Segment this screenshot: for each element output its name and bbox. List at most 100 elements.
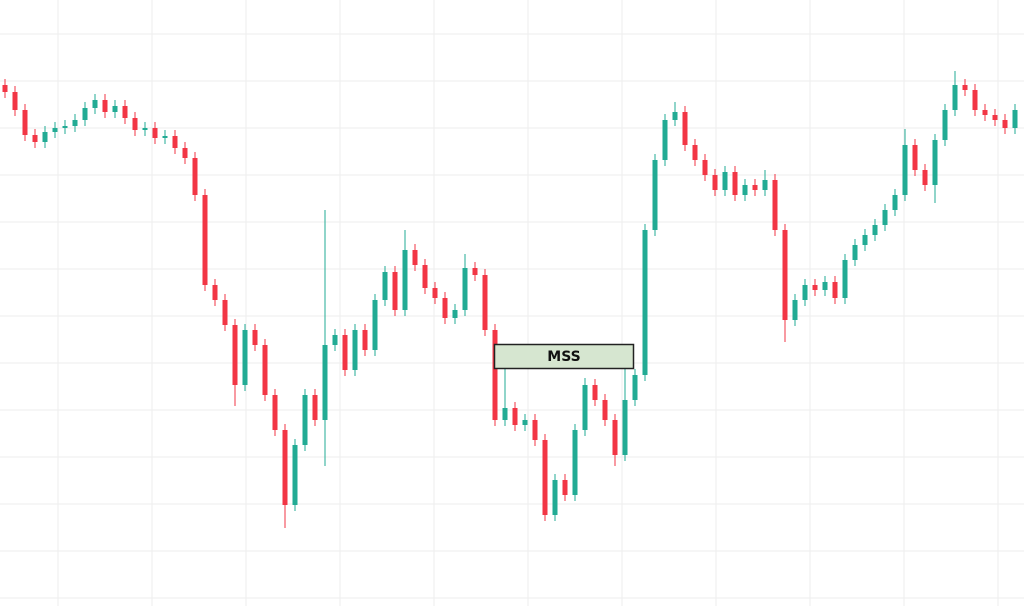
candle-body — [492, 330, 498, 420]
candle-body — [272, 395, 278, 430]
candle-body — [462, 268, 468, 310]
candle-body — [712, 175, 718, 190]
candle-body — [522, 420, 528, 425]
candle-body — [772, 180, 778, 230]
candle-body — [862, 235, 868, 245]
candle-body — [42, 132, 48, 142]
candle-body — [542, 440, 548, 515]
candle-body — [502, 408, 508, 420]
candle-body — [742, 185, 748, 195]
candle-body — [912, 145, 918, 170]
candle-body — [52, 128, 58, 132]
candle-body — [792, 300, 798, 320]
candle-body — [1012, 110, 1018, 128]
candle-body — [352, 330, 358, 370]
candle-body — [82, 108, 88, 120]
candle-body — [162, 136, 168, 138]
candle-body — [32, 135, 38, 142]
candle-body — [872, 225, 878, 235]
candle-body — [882, 210, 888, 225]
candle-body — [472, 268, 478, 275]
candle-body — [692, 145, 698, 160]
candle-body — [812, 285, 818, 290]
annotation-box — [493, 343, 635, 370]
candle-body — [362, 330, 368, 350]
candle-body — [702, 160, 708, 175]
candle-body — [202, 195, 208, 285]
candle-body — [232, 325, 238, 385]
candle-body — [182, 148, 188, 158]
candle-body — [972, 90, 978, 110]
candle-body — [432, 288, 438, 298]
candle-body — [962, 85, 968, 90]
candle-body — [622, 400, 628, 455]
candle-body — [562, 480, 568, 495]
candle-body — [142, 128, 148, 130]
candle-body — [372, 300, 378, 350]
candle-body — [902, 145, 908, 195]
candle-body — [62, 126, 68, 128]
candle-body — [652, 160, 658, 230]
candle-body — [842, 260, 848, 298]
candle-body — [122, 106, 128, 118]
candle-body — [832, 282, 838, 298]
candle-body — [662, 120, 668, 160]
candle-body — [852, 245, 858, 260]
candle-body — [262, 345, 268, 395]
candle-body — [282, 430, 288, 505]
candle-body — [892, 195, 898, 210]
candle-body — [112, 106, 118, 112]
candle-body — [532, 420, 538, 440]
candle-body — [452, 310, 458, 318]
candle-body — [382, 272, 388, 300]
candle-body — [312, 395, 318, 420]
candle-body — [572, 430, 578, 495]
candle-body — [482, 275, 488, 330]
candle-body — [332, 335, 338, 345]
candle-body — [942, 110, 948, 140]
candle-body — [92, 100, 98, 108]
candle-body — [752, 185, 758, 190]
candle-body — [322, 345, 328, 420]
candle-body — [922, 170, 928, 185]
candle-body — [932, 140, 938, 185]
candle-body — [342, 335, 348, 370]
candle-body — [102, 100, 108, 112]
candle-body — [822, 282, 828, 290]
candle-body — [732, 172, 738, 195]
candle-body — [602, 400, 608, 420]
annotation: MSS — [493, 343, 635, 370]
candle-body — [412, 250, 418, 265]
candle-body — [152, 128, 158, 138]
candle-body — [12, 92, 18, 110]
annotation-text: MSS — [547, 349, 580, 365]
candle-body — [242, 330, 248, 385]
candle-body — [1002, 120, 1008, 128]
candle-body — [612, 420, 618, 455]
candle-body — [672, 112, 678, 120]
candle-body — [642, 230, 648, 375]
candle-body — [722, 172, 728, 190]
candle-body — [212, 285, 218, 300]
candle-body — [172, 136, 178, 148]
candle-body — [402, 250, 408, 310]
candle-body — [192, 158, 198, 195]
candle-body — [422, 265, 428, 288]
candle-body — [762, 180, 768, 190]
candle-body — [952, 85, 958, 110]
candle-body — [292, 445, 298, 505]
candle-body — [682, 112, 688, 145]
candle-body — [442, 298, 448, 318]
candle-body — [992, 115, 998, 120]
candle-body — [72, 120, 78, 126]
candle-body — [782, 230, 788, 320]
candle-body — [2, 85, 8, 92]
candle-body — [392, 272, 398, 310]
candle-body — [632, 375, 638, 400]
candle-body — [512, 408, 518, 425]
candle-body — [592, 385, 598, 400]
candle-body — [552, 480, 558, 515]
candle-body — [982, 110, 988, 115]
